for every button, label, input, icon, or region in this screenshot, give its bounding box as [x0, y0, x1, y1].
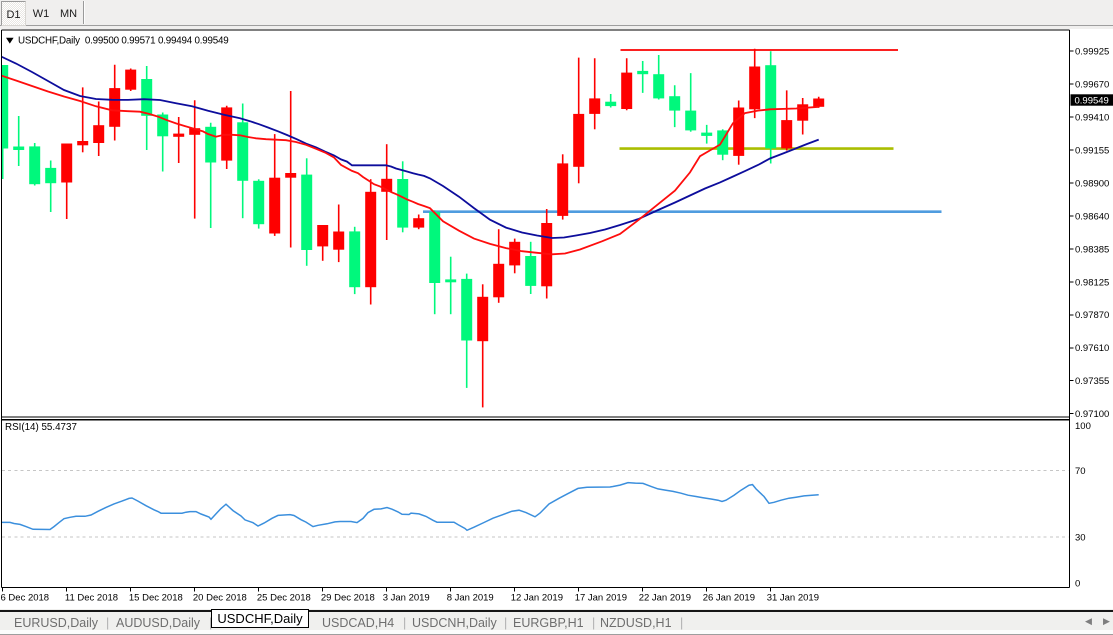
svg-text:30: 30	[1075, 532, 1086, 543]
svg-text:0.98385: 0.98385	[1075, 244, 1109, 255]
svg-text:0.97610: 0.97610	[1075, 343, 1109, 354]
svg-text:20 Dec 2018: 20 Dec 2018	[193, 593, 247, 604]
svg-text:0.98640: 0.98640	[1075, 211, 1109, 222]
svg-text:0.97870: 0.97870	[1075, 310, 1109, 321]
svg-text:0.98125: 0.98125	[1075, 277, 1109, 288]
svg-text:USDCHF,Daily 0.99500 0.99571: USDCHF,Daily 0.99500 0.99571 0.99494 0.9…	[18, 35, 229, 46]
svg-text:0.97100: 0.97100	[1075, 409, 1109, 420]
svg-text:0.99410: 0.99410	[1075, 113, 1109, 124]
svg-text:26 Jan 2019: 26 Jan 2019	[703, 593, 755, 604]
svg-text:3 Jan 2019: 3 Jan 2019	[383, 593, 430, 604]
svg-text:0.99155: 0.99155	[1075, 146, 1109, 157]
svg-text:31 Jan 2019: 31 Jan 2019	[767, 593, 819, 604]
svg-text:0.97355: 0.97355	[1075, 376, 1109, 387]
svg-text:0.99670: 0.99670	[1075, 80, 1109, 91]
svg-text:17 Jan 2019: 17 Jan 2019	[575, 593, 627, 604]
svg-text:70: 70	[1075, 466, 1086, 477]
svg-text:0.98900: 0.98900	[1075, 178, 1109, 189]
svg-text:0: 0	[1075, 578, 1080, 589]
svg-text:0.99549: 0.99549	[1075, 95, 1109, 106]
svg-text:11 Dec 2018: 11 Dec 2018	[65, 593, 118, 604]
svg-text:29 Dec 2018: 29 Dec 2018	[321, 593, 375, 604]
svg-text:0.99925: 0.99925	[1075, 47, 1109, 58]
svg-text:100: 100	[1075, 421, 1091, 432]
svg-text:15 Dec 2018: 15 Dec 2018	[129, 593, 183, 604]
svg-text:RSI(14) 55.4737: RSI(14) 55.4737	[5, 422, 77, 433]
svg-text:22 Jan 2019: 22 Jan 2019	[639, 593, 691, 604]
svg-text:8 Jan 2019: 8 Jan 2019	[447, 593, 494, 604]
svg-text:6 Dec 2018: 6 Dec 2018	[1, 593, 50, 604]
svg-text:12 Jan 2019: 12 Jan 2019	[511, 593, 563, 604]
svg-text:25 Dec 2018: 25 Dec 2018	[257, 593, 311, 604]
